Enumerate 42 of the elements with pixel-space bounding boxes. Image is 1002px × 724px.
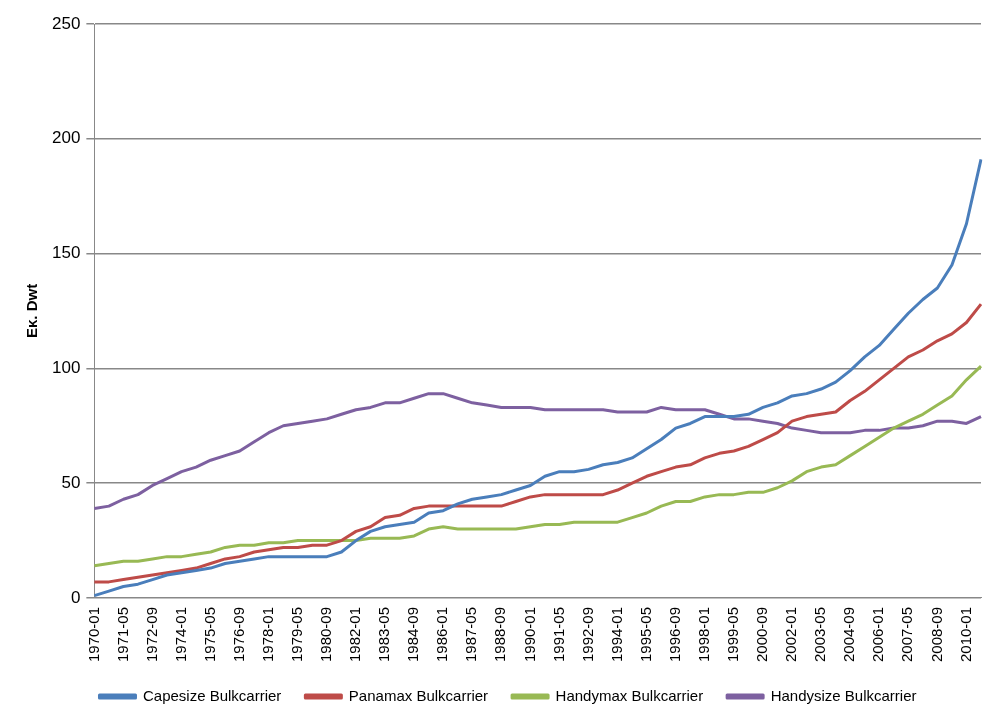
x-tick-label: 1998-01 xyxy=(694,606,712,663)
x-tick-label: 2003-05 xyxy=(811,606,829,663)
x-tick-label: 1999-05 xyxy=(724,606,742,663)
x-tick-label: 1983-05 xyxy=(375,606,393,663)
y-tick-label: 200 xyxy=(51,128,81,148)
x-tick-label: 1971-05 xyxy=(113,606,131,663)
x-tick-label: 1978-01 xyxy=(258,606,276,663)
legend-label: Handymax Bulkcarrier xyxy=(555,686,704,704)
y-tick-label: 50 xyxy=(61,472,81,492)
x-tick-label: 1990-01 xyxy=(520,606,538,663)
legend-label: Capesize Bulkcarrier xyxy=(142,686,282,704)
y-axis-title: Εκ. Dwt xyxy=(23,283,41,339)
x-tick-label: 2000-09 xyxy=(753,606,771,663)
x-tick-label: 1984-09 xyxy=(404,606,422,663)
x-tick-label: 1987-05 xyxy=(462,606,480,663)
y-tick-label: 250 xyxy=(51,13,81,33)
x-tick-label: 2007-05 xyxy=(898,606,916,663)
x-tick-label: 1991-05 xyxy=(549,606,567,663)
x-tick-label: 2002-01 xyxy=(782,606,800,663)
x-tick-label: 1995-05 xyxy=(636,606,654,663)
x-tick-label: 1976-09 xyxy=(229,606,247,663)
x-tick-label: 1986-01 xyxy=(433,606,451,663)
x-tick-label: 2010-01 xyxy=(956,606,974,663)
x-tick-label: 1988-09 xyxy=(491,606,509,663)
x-tick-label: 1972-09 xyxy=(142,606,160,663)
x-tick-label: 1974-01 xyxy=(171,606,189,663)
x-tick-label: 1975-05 xyxy=(200,606,218,663)
x-tick-label: 1982-01 xyxy=(346,606,364,663)
legend-label: Handysize Bulkcarrier xyxy=(770,686,917,704)
y-tick-label: 150 xyxy=(51,243,81,263)
x-tick-label: 1994-01 xyxy=(607,606,625,663)
x-tick-label: 1992-09 xyxy=(578,606,596,663)
x-tick-label: 1980-09 xyxy=(317,606,335,663)
x-tick-label: 1970-01 xyxy=(84,606,102,663)
legend-label: Panamax Bulkcarrier xyxy=(348,686,489,704)
x-tick-label: 2004-09 xyxy=(840,606,858,663)
x-tick-label: 2008-09 xyxy=(927,606,945,663)
x-tick-label: 1996-09 xyxy=(665,606,683,663)
x-tick-label: 1979-05 xyxy=(287,606,305,663)
x-tick-label: 2006-01 xyxy=(869,606,887,663)
y-tick-label: 0 xyxy=(70,587,81,607)
y-tick-label: 100 xyxy=(51,358,81,378)
